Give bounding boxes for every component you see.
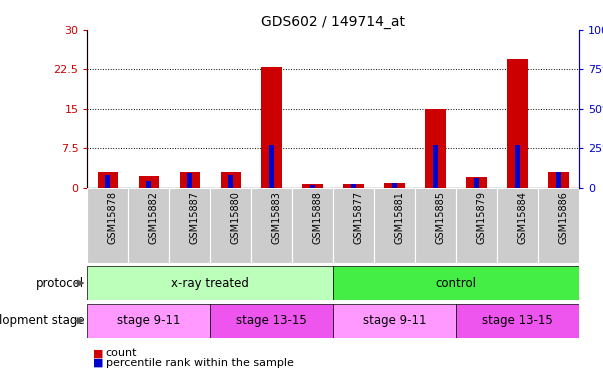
Text: ■: ■ — [93, 348, 104, 358]
FancyBboxPatch shape — [456, 304, 579, 338]
Bar — [515, 145, 520, 188]
FancyBboxPatch shape — [333, 266, 579, 300]
Text: stage 13-15: stage 13-15 — [236, 314, 307, 327]
Text: GSM15882: GSM15882 — [149, 191, 159, 244]
Text: x-ray treated: x-ray treated — [171, 277, 249, 290]
FancyBboxPatch shape — [333, 188, 374, 262]
FancyBboxPatch shape — [415, 188, 456, 262]
Bar — [343, 184, 364, 188]
Bar — [310, 185, 315, 188]
Text: GSM15886: GSM15886 — [558, 191, 569, 244]
Bar — [221, 172, 241, 188]
FancyBboxPatch shape — [87, 188, 128, 262]
Bar — [392, 183, 397, 188]
Bar — [188, 173, 192, 188]
Bar — [351, 184, 356, 188]
FancyBboxPatch shape — [210, 188, 251, 262]
Text: ■: ■ — [93, 358, 104, 368]
Bar — [229, 175, 233, 188]
Title: GDS602 / 149714_at: GDS602 / 149714_at — [261, 15, 405, 29]
Text: stage 9-11: stage 9-11 — [117, 314, 181, 327]
Text: stage 13-15: stage 13-15 — [482, 314, 553, 327]
Bar — [270, 145, 274, 188]
FancyBboxPatch shape — [169, 188, 210, 262]
Text: protocol: protocol — [36, 277, 84, 290]
FancyBboxPatch shape — [456, 188, 497, 262]
FancyBboxPatch shape — [374, 188, 415, 262]
Bar — [425, 109, 446, 188]
Text: control: control — [435, 277, 476, 290]
Bar — [433, 145, 438, 188]
FancyBboxPatch shape — [87, 304, 210, 338]
Text: GSM15881: GSM15881 — [394, 191, 405, 244]
Bar — [507, 59, 528, 188]
Bar — [384, 183, 405, 188]
FancyBboxPatch shape — [497, 188, 538, 262]
Bar — [303, 184, 323, 188]
Text: count: count — [106, 348, 137, 358]
Bar — [548, 172, 569, 188]
Text: GSM15884: GSM15884 — [517, 191, 528, 244]
Text: development stage: development stage — [0, 314, 84, 327]
Bar — [147, 181, 151, 188]
FancyBboxPatch shape — [128, 188, 169, 262]
FancyBboxPatch shape — [87, 266, 333, 300]
Text: GSM15878: GSM15878 — [108, 191, 118, 244]
Text: GSM15885: GSM15885 — [435, 191, 446, 244]
Bar — [106, 175, 110, 188]
Bar — [474, 178, 479, 188]
Text: GSM15883: GSM15883 — [272, 191, 282, 244]
Text: GSM15888: GSM15888 — [313, 191, 323, 244]
Text: GSM15877: GSM15877 — [353, 191, 364, 244]
Bar — [556, 172, 561, 188]
Text: GSM15880: GSM15880 — [231, 191, 241, 244]
FancyBboxPatch shape — [333, 304, 456, 338]
FancyBboxPatch shape — [292, 188, 333, 262]
Bar — [466, 177, 487, 188]
Bar — [262, 67, 282, 188]
FancyBboxPatch shape — [251, 188, 292, 262]
Bar — [98, 172, 118, 188]
Bar — [139, 176, 159, 188]
FancyBboxPatch shape — [210, 304, 333, 338]
Text: stage 9-11: stage 9-11 — [363, 314, 426, 327]
Text: GSM15879: GSM15879 — [476, 191, 487, 244]
Text: GSM15887: GSM15887 — [190, 191, 200, 244]
Bar — [180, 172, 200, 188]
FancyBboxPatch shape — [538, 188, 579, 262]
Text: percentile rank within the sample: percentile rank within the sample — [106, 358, 294, 368]
